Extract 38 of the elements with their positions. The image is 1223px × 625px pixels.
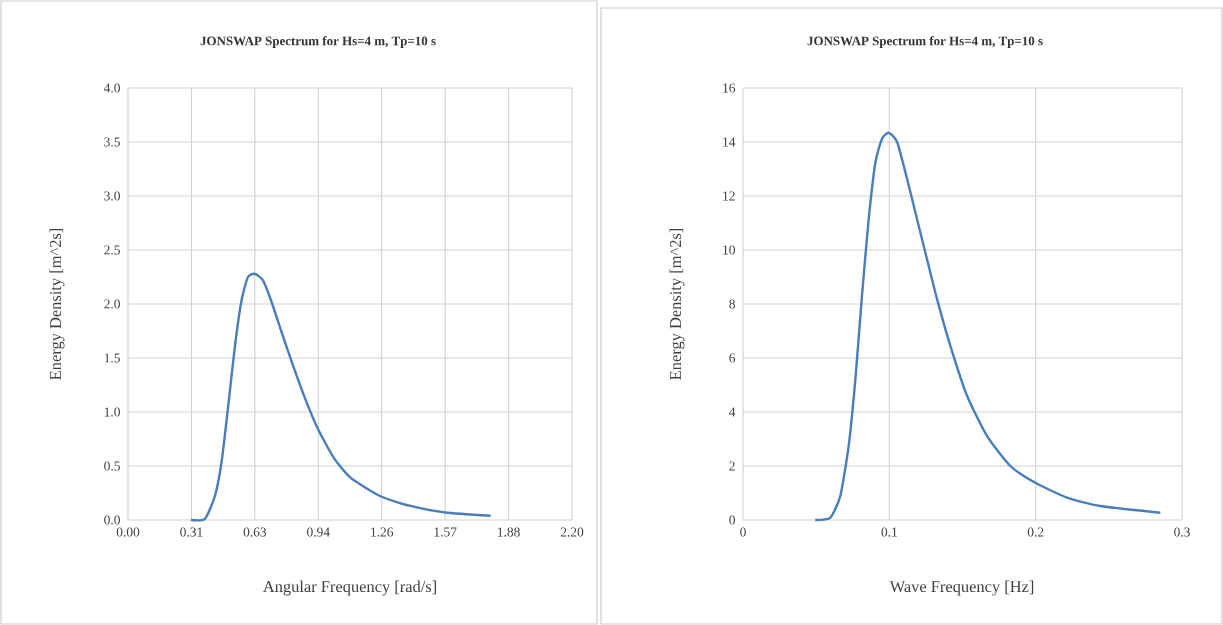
x-tick-label: 0.1 <box>881 527 897 537</box>
y-axis-title: Energy Density [m^2s] <box>49 228 65 380</box>
y-axis-title: Energy Density [m^2s] <box>669 228 685 380</box>
x-tick-label: 0.31 <box>180 527 203 537</box>
x-tick-label: 0.94 <box>307 527 330 537</box>
chart-title: JONSWAP Spectrum for Hs=4 m, Tp=10 s <box>807 36 1043 48</box>
y-tick-label: 14 <box>723 137 736 147</box>
y-tick-label: 0 <box>729 515 735 525</box>
y-tick-label: 2.5 <box>104 245 120 255</box>
x-tick-label: 0.2 <box>1027 527 1044 537</box>
chart-title: JONSWAP Spectrum for Hs=4 m, Tp=10 s <box>200 36 436 48</box>
line-series <box>814 131 1162 522</box>
y-tick-label: 0.5 <box>104 461 120 471</box>
x-tick-label: 0 <box>740 527 746 537</box>
y-tick-label: 0.0 <box>104 515 120 525</box>
y-tick-label: 1.5 <box>104 353 120 363</box>
y-tick-label: 1.0 <box>104 407 120 417</box>
x-tick-label: 0.63 <box>243 527 267 537</box>
x-axis-title: Wave Frequency [Hz] <box>889 580 1034 596</box>
y-tick-label: 6 <box>729 353 736 363</box>
y-tick-label: 16 <box>723 83 736 93</box>
line-series <box>189 272 492 522</box>
y-tick-label: 2.0 <box>104 299 120 309</box>
x-tick-label: 1.88 <box>498 527 520 537</box>
y-tick-label: 3.5 <box>104 137 120 147</box>
y-tick-label: 4.0 <box>103 83 120 93</box>
y-tick-label: 4 <box>729 407 736 417</box>
y-tick-label: 2 <box>729 461 735 471</box>
y-tick-label: 3.0 <box>104 191 120 201</box>
x-axis-title: Angular Frequency [rad/s] <box>262 580 436 596</box>
x-tick-label: 2.20 <box>560 527 584 537</box>
y-tick-label: 10 <box>723 245 735 255</box>
x-tick-label: 1.57 <box>434 527 457 537</box>
y-tick-label: 12 <box>723 191 735 201</box>
y-tick-label: 8 <box>729 299 735 309</box>
x-tick-label: 1.26 <box>371 527 394 537</box>
x-tick-label: 0.00 <box>116 527 140 537</box>
x-tick-label: 0.3 <box>1174 527 1190 537</box>
